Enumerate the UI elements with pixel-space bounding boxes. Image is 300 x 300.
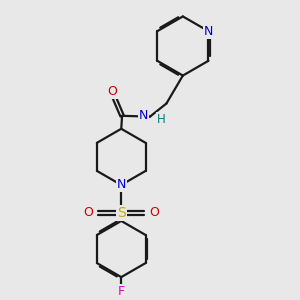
Text: F: F [118,285,125,298]
Text: O: O [149,206,159,219]
Text: O: O [83,206,93,219]
Text: N: N [117,178,126,191]
Text: N: N [139,110,148,122]
Text: N: N [204,25,213,38]
Text: S: S [117,206,126,220]
Text: H: H [157,113,165,126]
Text: O: O [107,85,117,98]
